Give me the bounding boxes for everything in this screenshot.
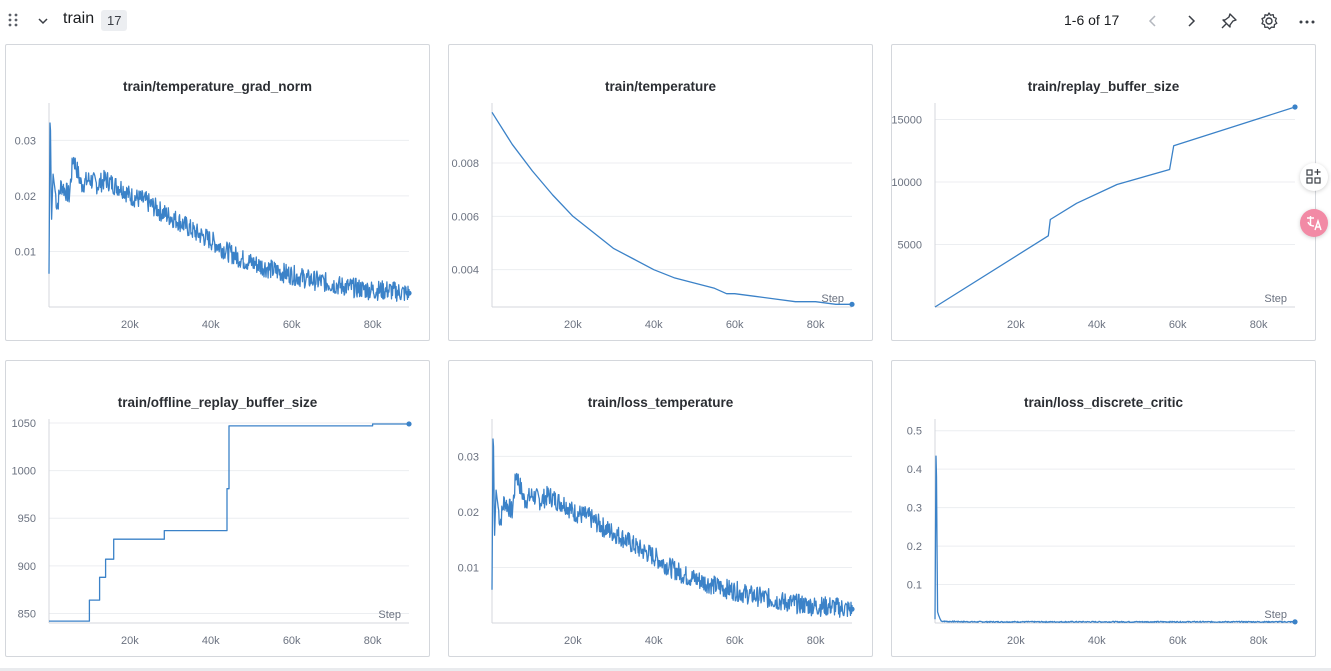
x-tick-label: 40k bbox=[645, 635, 663, 647]
x-tick-label: 60k bbox=[726, 635, 744, 647]
chart-title: train/temperature bbox=[604, 79, 717, 94]
chart-panel-4[interactable]: train/offline_replay_buffer_size 850 900 9… bbox=[5, 360, 430, 657]
chart-panel-5[interactable]: train/loss_temperature 0.01 0.02 0.03 20k 40… bbox=[448, 360, 873, 657]
x-tick-label: 80k bbox=[807, 635, 825, 647]
step-label: Step bbox=[378, 609, 401, 621]
translate-icon bbox=[1307, 216, 1322, 231]
chart-panel-2[interactable]: train/temperature 0.004 0.006 0.008 20k 40k 6… bbox=[448, 44, 873, 341]
chart-temperature-grad-norm[interactable]: 0.01 0.02 0.03 20k 40k 60k 80k bbox=[6, 45, 431, 342]
x-tick-label: 20k bbox=[1007, 319, 1025, 331]
chart-title: train/loss_discrete_critic bbox=[1023, 395, 1184, 410]
chart-title: train/temperature_grad_norm bbox=[122, 79, 313, 94]
series-end-point bbox=[849, 606, 855, 612]
pagination-label: 1-6 of 17 bbox=[1064, 12, 1120, 28]
chart-title: train/replay_buffer_size bbox=[1027, 79, 1180, 94]
y-tick-label: 0.1 bbox=[907, 580, 922, 592]
y-tick-label: 5000 bbox=[898, 240, 922, 252]
translate-button[interactable] bbox=[1300, 209, 1328, 237]
section-header: train 17 1-6 of 17 bbox=[0, 0, 1331, 42]
step-label: Step bbox=[1264, 609, 1287, 621]
x-tick-label: 80k bbox=[1250, 319, 1268, 331]
panel-count-badge: 17 bbox=[101, 10, 128, 31]
y-tick-label: 0.03 bbox=[15, 135, 36, 147]
x-tick-label: 20k bbox=[564, 635, 582, 647]
y-tick-label: 0.006 bbox=[451, 211, 479, 223]
chart-replay-buffer-size[interactable]: 5000 10000 15000 20k 40k 60k 80k Step bbox=[892, 45, 1317, 342]
x-tick-label: 80k bbox=[364, 635, 382, 647]
step-label: Step bbox=[1264, 293, 1287, 305]
x-tick-label: 80k bbox=[1250, 635, 1268, 647]
y-tick-label: 950 bbox=[18, 513, 36, 525]
series-line bbox=[934, 455, 1296, 624]
x-tick-label: 40k bbox=[645, 319, 663, 331]
x-tick-label: 60k bbox=[283, 319, 301, 331]
x-tick-label: 40k bbox=[202, 319, 220, 331]
chart-title: train/offline_replay_buffer_size bbox=[117, 395, 318, 410]
chart-offline-replay-buffer-size[interactable]: 850 900 950 1000 1050 20k 40k 60k 80k Step bbox=[6, 361, 431, 658]
chart-loss-discrete-critic[interactable]: 0.1 0.2 0.3 0.4 0.5 20k 40k 60k 80k Step bbox=[892, 361, 1317, 658]
y-tick-label: 0.01 bbox=[458, 562, 479, 574]
series-line bbox=[491, 111, 852, 305]
y-tick-label: 10000 bbox=[892, 177, 922, 189]
series-line bbox=[48, 122, 410, 302]
y-tick-label: 0.02 bbox=[458, 507, 479, 519]
x-tick-label: 40k bbox=[202, 635, 220, 647]
y-tick-label: 0.02 bbox=[15, 191, 36, 203]
y-tick-label: 0.3 bbox=[907, 503, 922, 515]
more-horizontal-icon[interactable] bbox=[1296, 10, 1318, 32]
series-end-point bbox=[1292, 104, 1298, 110]
chevron-left-icon[interactable] bbox=[1142, 10, 1164, 32]
series-line bbox=[934, 106, 1296, 308]
x-tick-label: 60k bbox=[1169, 319, 1187, 331]
x-tick-label: 40k bbox=[1088, 635, 1106, 647]
drag-handle-icon[interactable] bbox=[6, 11, 20, 29]
y-tick-label: 0.004 bbox=[451, 265, 479, 277]
y-tick-label: 15000 bbox=[892, 115, 922, 127]
chart-panel-3[interactable]: train/replay_buffer_size 5000 10000 15000 2… bbox=[891, 44, 1316, 341]
series-line bbox=[491, 438, 853, 618]
x-tick-label: 60k bbox=[283, 635, 301, 647]
add-panel-icon bbox=[1306, 169, 1321, 184]
y-tick-label: 1050 bbox=[12, 418, 36, 430]
chart-loss-temperature[interactable]: 0.01 0.02 0.03 20k 40k 60k 80k bbox=[449, 361, 874, 658]
y-tick-label: 0.008 bbox=[451, 158, 479, 170]
chart-panel-1[interactable]: train/temperature_grad_norm 0.01 0.02 0.03… bbox=[5, 44, 430, 341]
x-tick-label: 60k bbox=[726, 319, 744, 331]
chart-title: train/loss_temperature bbox=[587, 395, 734, 410]
bottom-divider bbox=[0, 668, 1331, 671]
x-tick-label: 80k bbox=[807, 319, 825, 331]
step-label: Step bbox=[821, 293, 844, 305]
x-tick-label: 60k bbox=[1169, 635, 1187, 647]
x-tick-label: 80k bbox=[364, 319, 382, 331]
series-end-point bbox=[1292, 619, 1298, 625]
y-tick-label: 0.01 bbox=[15, 246, 36, 258]
y-tick-label: 0.5 bbox=[907, 426, 922, 438]
add-panel-button[interactable] bbox=[1300, 163, 1328, 191]
series-end-point bbox=[406, 290, 412, 296]
gear-icon[interactable] bbox=[1258, 10, 1280, 32]
y-tick-label: 1000 bbox=[12, 466, 36, 478]
y-tick-label: 850 bbox=[18, 608, 36, 620]
chart-panel-6[interactable]: train/loss_discrete_critic 0.1 0.2 0.3 0.4 0… bbox=[891, 360, 1316, 657]
y-tick-label: 0.2 bbox=[907, 541, 922, 553]
chart-temperature[interactable]: 0.004 0.006 0.008 20k 40k 60k 80k Step bbox=[449, 45, 874, 342]
series-end-point bbox=[849, 301, 855, 307]
x-tick-label: 40k bbox=[1088, 319, 1106, 331]
chevron-right-icon[interactable] bbox=[1180, 10, 1202, 32]
pin-icon[interactable] bbox=[1218, 10, 1240, 32]
x-tick-label: 20k bbox=[1007, 635, 1025, 647]
series-end-point bbox=[406, 421, 412, 427]
y-tick-label: 900 bbox=[18, 561, 36, 573]
section-title[interactable]: train bbox=[63, 10, 95, 27]
y-tick-label: 0.4 bbox=[907, 464, 922, 476]
y-tick-label: 0.03 bbox=[458, 451, 479, 463]
series-line bbox=[49, 423, 409, 622]
x-tick-label: 20k bbox=[121, 319, 139, 331]
x-tick-label: 20k bbox=[121, 635, 139, 647]
x-tick-label: 20k bbox=[564, 319, 582, 331]
chevron-down-icon[interactable] bbox=[35, 13, 51, 29]
